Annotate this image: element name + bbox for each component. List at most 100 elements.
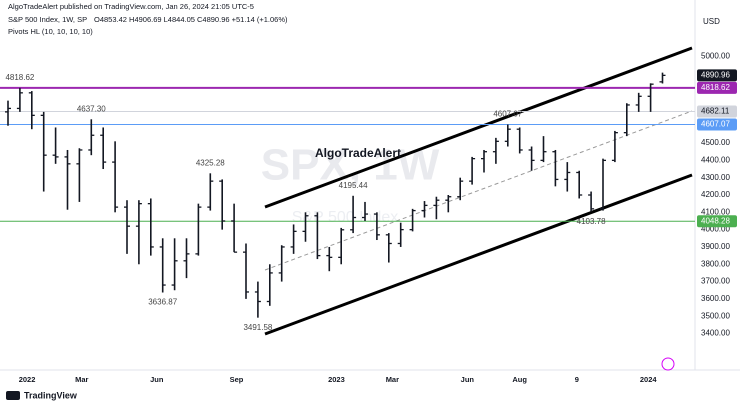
channel-top	[264, 46, 693, 209]
price-label: 4607.07	[701, 120, 730, 129]
watermark-sub: S&P 500 Index	[292, 209, 398, 226]
bar	[623, 103, 630, 137]
bar	[659, 72, 666, 84]
price-label-box	[697, 81, 737, 94]
y-tick-label: 4100.00	[701, 207, 730, 216]
bar	[266, 264, 273, 306]
published: AlgoTradeAlert published on TradingView.…	[8, 2, 254, 11]
bar	[433, 196, 440, 220]
price-label: 4682.11	[701, 107, 730, 116]
x-tick-label: 2023	[328, 375, 345, 384]
bar	[16, 87, 23, 112]
y-tick-label: 3800.00	[701, 259, 730, 268]
y-tick-label: 4400.00	[701, 155, 730, 164]
bar	[635, 92, 642, 112]
y-tick-label: 3700.00	[701, 277, 730, 286]
bar	[409, 208, 416, 232]
symbol: S&P 500 Index, 1W, SP	[8, 15, 87, 24]
x-tick-label: 2022	[19, 375, 36, 384]
bar	[647, 83, 654, 112]
logo	[6, 391, 20, 400]
bar	[5, 100, 11, 126]
indicator: Pivots HL (10, 10, 10, 10)	[8, 27, 93, 36]
price-label-box	[697, 215, 737, 228]
y-tick-label: 3600.00	[701, 294, 730, 303]
bar	[302, 212, 309, 242]
bar	[528, 146, 535, 171]
bar	[100, 127, 107, 170]
icon[interactable]	[661, 357, 675, 371]
bar	[219, 179, 226, 230]
bar	[278, 245, 285, 282]
price-label: 4818.62	[701, 83, 730, 92]
bar	[171, 238, 178, 291]
price-label: 4048.28	[701, 216, 730, 225]
x-tick-label: Mar	[75, 375, 88, 384]
y-tick-label: 4000.00	[701, 225, 730, 234]
bar	[159, 238, 166, 293]
bar	[314, 212, 321, 260]
bar	[564, 162, 571, 192]
bar	[207, 173, 214, 211]
bar	[576, 170, 583, 199]
pivot-label: 3491.58	[243, 323, 272, 332]
bar	[445, 195, 452, 213]
bar	[397, 222, 404, 247]
bar	[183, 238, 190, 279]
x-tick-label: 2024	[640, 375, 658, 384]
bar	[326, 246, 333, 272]
bar	[504, 124, 511, 147]
pivot-label: 4637.30	[77, 104, 106, 113]
bar	[64, 149, 71, 210]
bar	[457, 177, 464, 201]
y-tick-label: 3500.00	[701, 311, 730, 320]
y-tick-label: 3400.00	[701, 329, 730, 338]
x-tick-label: Jun	[150, 375, 164, 384]
channel-bottom	[264, 173, 693, 336]
bar	[243, 243, 249, 299]
watermark: SPX, 1W	[261, 141, 440, 190]
x-tick-label: Sep	[230, 375, 244, 384]
y-tick-label: 4300.00	[701, 173, 730, 182]
bar	[28, 91, 35, 130]
bar	[600, 158, 606, 211]
bar	[112, 141, 119, 213]
bar	[516, 127, 523, 154]
bar	[231, 203, 238, 253]
bar	[552, 149, 559, 187]
pivot-label: 4325.28	[196, 158, 225, 167]
bar	[338, 227, 345, 265]
bar	[540, 136, 547, 163]
pivot-label: 4195.44	[339, 181, 368, 190]
ohlc-text: O4853.42 H4906.69 L4844.05 C4890.96 +51.…	[94, 15, 288, 24]
bar	[481, 149, 487, 173]
bar	[52, 127, 59, 164]
bar	[385, 233, 392, 263]
x-tick-label: 9	[575, 375, 579, 384]
x-tick-label: Jun	[461, 375, 475, 384]
y-tick-label: 4500.00	[701, 138, 730, 147]
bar	[492, 137, 499, 164]
bar	[76, 148, 83, 202]
bar	[290, 224, 297, 254]
price-label: 4890.96	[701, 70, 730, 79]
pivot-label: 3636.87	[148, 298, 177, 307]
x-tick-label: Mar	[386, 375, 399, 384]
price-label-box	[697, 118, 737, 131]
bar	[254, 281, 261, 318]
bar	[147, 198, 154, 256]
bar	[40, 111, 47, 192]
bar	[588, 191, 595, 212]
pivot-label: 4818.62	[5, 73, 34, 82]
bar	[135, 200, 142, 265]
bar	[421, 201, 428, 218]
y-tick-label: 4200.00	[701, 190, 730, 199]
annotation: AlgoTradeAlert	[315, 146, 401, 160]
bar	[469, 156, 476, 185]
footer: TradingView	[24, 390, 78, 400]
pivot-label: 4607.07	[493, 110, 522, 119]
bar	[124, 200, 130, 254]
price-label-box	[697, 105, 737, 118]
channel-mid	[264, 110, 693, 271]
